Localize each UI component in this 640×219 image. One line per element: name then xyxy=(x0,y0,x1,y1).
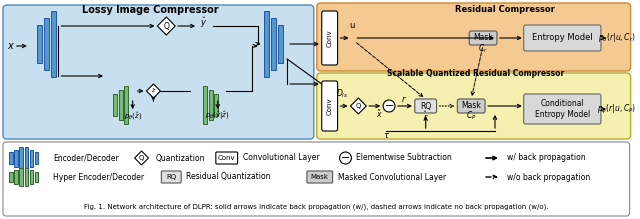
Bar xyxy=(214,94,218,116)
FancyBboxPatch shape xyxy=(317,73,630,139)
FancyBboxPatch shape xyxy=(216,152,237,164)
Bar xyxy=(35,172,38,182)
Text: Residual Quantization: Residual Quantization xyxy=(186,173,271,182)
Bar xyxy=(204,86,207,124)
Text: −: − xyxy=(341,152,350,162)
Polygon shape xyxy=(147,84,161,98)
Bar xyxy=(209,90,213,120)
Text: u: u xyxy=(349,21,355,30)
Bar xyxy=(35,152,38,164)
Text: Q: Q xyxy=(163,21,169,30)
Bar xyxy=(19,168,22,186)
FancyBboxPatch shape xyxy=(317,3,630,71)
Text: $p_{\varphi}(r|u,C_P)$: $p_{\varphi}(r|u,C_P)$ xyxy=(597,102,636,116)
Text: Mask: Mask xyxy=(311,174,329,180)
Text: Conv: Conv xyxy=(326,29,333,47)
Text: Residual Compressor: Residual Compressor xyxy=(455,5,555,14)
Text: Encoder/Decoder: Encoder/Decoder xyxy=(54,154,119,162)
Text: $D_{ls}$: $D_{ls}$ xyxy=(335,88,348,100)
Text: Mask: Mask xyxy=(473,34,493,42)
FancyBboxPatch shape xyxy=(322,11,337,65)
FancyBboxPatch shape xyxy=(524,94,601,124)
Text: $p_\theta(\hat{y}|\hat{z})$: $p_\theta(\hat{y}|\hat{z})$ xyxy=(205,110,230,122)
FancyBboxPatch shape xyxy=(3,5,314,139)
Text: Scalable Quantized Residual Compressor: Scalable Quantized Residual Compressor xyxy=(387,69,564,78)
Bar xyxy=(44,18,49,70)
Polygon shape xyxy=(157,17,175,35)
Text: Masked Convolutional Layer: Masked Convolutional Layer xyxy=(337,173,445,182)
Text: r: r xyxy=(402,95,406,104)
Text: Hyper Encoder/Decoder: Hyper Encoder/Decoder xyxy=(54,173,145,182)
Text: Q: Q xyxy=(139,155,144,161)
Text: $C_P$: $C_P$ xyxy=(466,110,477,122)
Text: $p_\theta(\hat{z})$: $p_\theta(\hat{z})$ xyxy=(124,110,142,122)
Text: $p_{\theta}(r|u,C_r)$: $p_{\theta}(r|u,C_r)$ xyxy=(598,32,636,44)
Text: Entropy Model: Entropy Model xyxy=(532,34,593,42)
Bar xyxy=(25,147,28,169)
Bar xyxy=(278,25,283,63)
FancyBboxPatch shape xyxy=(469,31,497,45)
Text: Q: Q xyxy=(356,103,361,109)
Bar xyxy=(14,170,17,184)
Circle shape xyxy=(340,152,351,164)
Bar xyxy=(9,152,13,164)
Bar xyxy=(30,150,33,166)
Text: $C_r$: $C_r$ xyxy=(478,43,488,55)
Text: Conv: Conv xyxy=(326,97,333,115)
Bar xyxy=(9,172,13,182)
Bar xyxy=(37,25,42,63)
Text: x: x xyxy=(7,41,13,51)
Text: w/o back propagation: w/o back propagation xyxy=(507,173,590,182)
Circle shape xyxy=(383,100,395,112)
Bar xyxy=(264,11,269,77)
Text: Mask: Mask xyxy=(461,101,481,111)
Bar xyxy=(25,168,28,186)
Text: Fig. 1. Network architecture of DLPR: solid arrows indicate back propagation (w/: Fig. 1. Network architecture of DLPR: so… xyxy=(84,204,549,210)
FancyBboxPatch shape xyxy=(322,81,337,131)
Text: Quantization: Quantization xyxy=(156,154,205,162)
FancyBboxPatch shape xyxy=(458,99,485,113)
Text: Conv: Conv xyxy=(218,155,236,161)
Bar xyxy=(19,147,22,169)
Text: $\tilde{x}$: $\tilde{x}$ xyxy=(376,108,383,120)
FancyBboxPatch shape xyxy=(161,171,181,183)
Text: RQ: RQ xyxy=(420,101,431,111)
Text: $\hat{y}$: $\hat{y}$ xyxy=(200,16,207,30)
FancyBboxPatch shape xyxy=(3,142,630,216)
Bar xyxy=(30,170,33,184)
Polygon shape xyxy=(134,151,148,165)
FancyBboxPatch shape xyxy=(307,171,333,183)
Text: −: − xyxy=(385,101,394,111)
Bar xyxy=(119,90,123,120)
FancyBboxPatch shape xyxy=(524,25,601,51)
Text: $\tau$: $\tau$ xyxy=(383,131,390,140)
FancyBboxPatch shape xyxy=(415,99,436,113)
Text: Lossy Image Compressor: Lossy Image Compressor xyxy=(82,5,219,15)
Text: Elementwise Subtraction: Elementwise Subtraction xyxy=(356,154,452,162)
Bar xyxy=(14,150,17,166)
Bar xyxy=(51,11,56,77)
Text: w/ back propagation: w/ back propagation xyxy=(507,154,586,162)
Polygon shape xyxy=(351,98,366,114)
Text: RQ: RQ xyxy=(166,174,177,180)
Text: Conditional
Entropy Model: Conditional Entropy Model xyxy=(534,99,590,119)
Text: Convolutional Layer: Convolutional Layer xyxy=(243,154,319,162)
Text: $\hat{r}$: $\hat{r}$ xyxy=(423,109,428,123)
Text: $\hat{z}$: $\hat{z}$ xyxy=(151,87,156,95)
Bar xyxy=(271,18,276,70)
Bar xyxy=(113,94,117,116)
Bar xyxy=(124,86,128,124)
